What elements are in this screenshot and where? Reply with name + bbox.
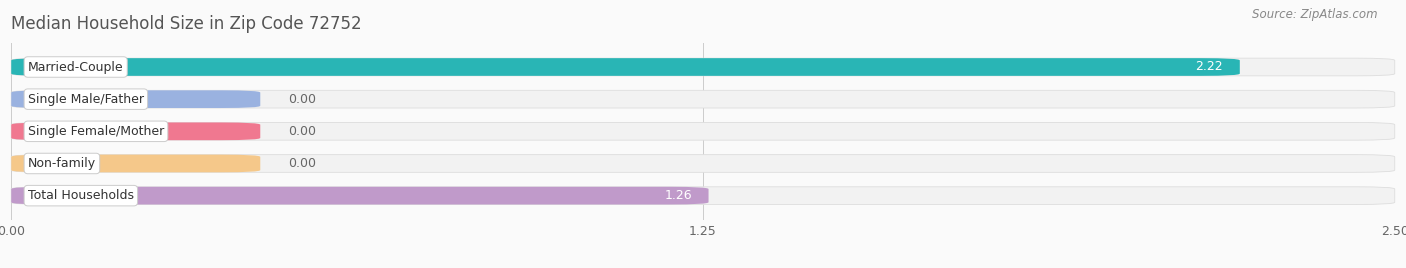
FancyBboxPatch shape	[11, 90, 1395, 108]
Text: Single Male/Father: Single Male/Father	[28, 93, 143, 106]
Text: Non-family: Non-family	[28, 157, 96, 170]
Text: Median Household Size in Zip Code 72752: Median Household Size in Zip Code 72752	[11, 15, 361, 33]
FancyBboxPatch shape	[11, 155, 1395, 172]
FancyBboxPatch shape	[11, 90, 260, 108]
FancyBboxPatch shape	[11, 187, 709, 204]
FancyBboxPatch shape	[11, 122, 1395, 140]
Text: Married-Couple: Married-Couple	[28, 61, 124, 73]
FancyBboxPatch shape	[11, 187, 1395, 204]
FancyBboxPatch shape	[11, 122, 260, 140]
Text: Total Households: Total Households	[28, 189, 134, 202]
Text: 0.00: 0.00	[288, 93, 316, 106]
Text: 0.00: 0.00	[288, 125, 316, 138]
FancyBboxPatch shape	[11, 155, 260, 172]
FancyBboxPatch shape	[11, 58, 1240, 76]
Text: 0.00: 0.00	[288, 157, 316, 170]
Text: 2.22: 2.22	[1195, 61, 1223, 73]
Text: Single Female/Mother: Single Female/Mother	[28, 125, 165, 138]
FancyBboxPatch shape	[11, 58, 1395, 76]
Text: 1.26: 1.26	[664, 189, 692, 202]
Text: Source: ZipAtlas.com: Source: ZipAtlas.com	[1253, 8, 1378, 21]
